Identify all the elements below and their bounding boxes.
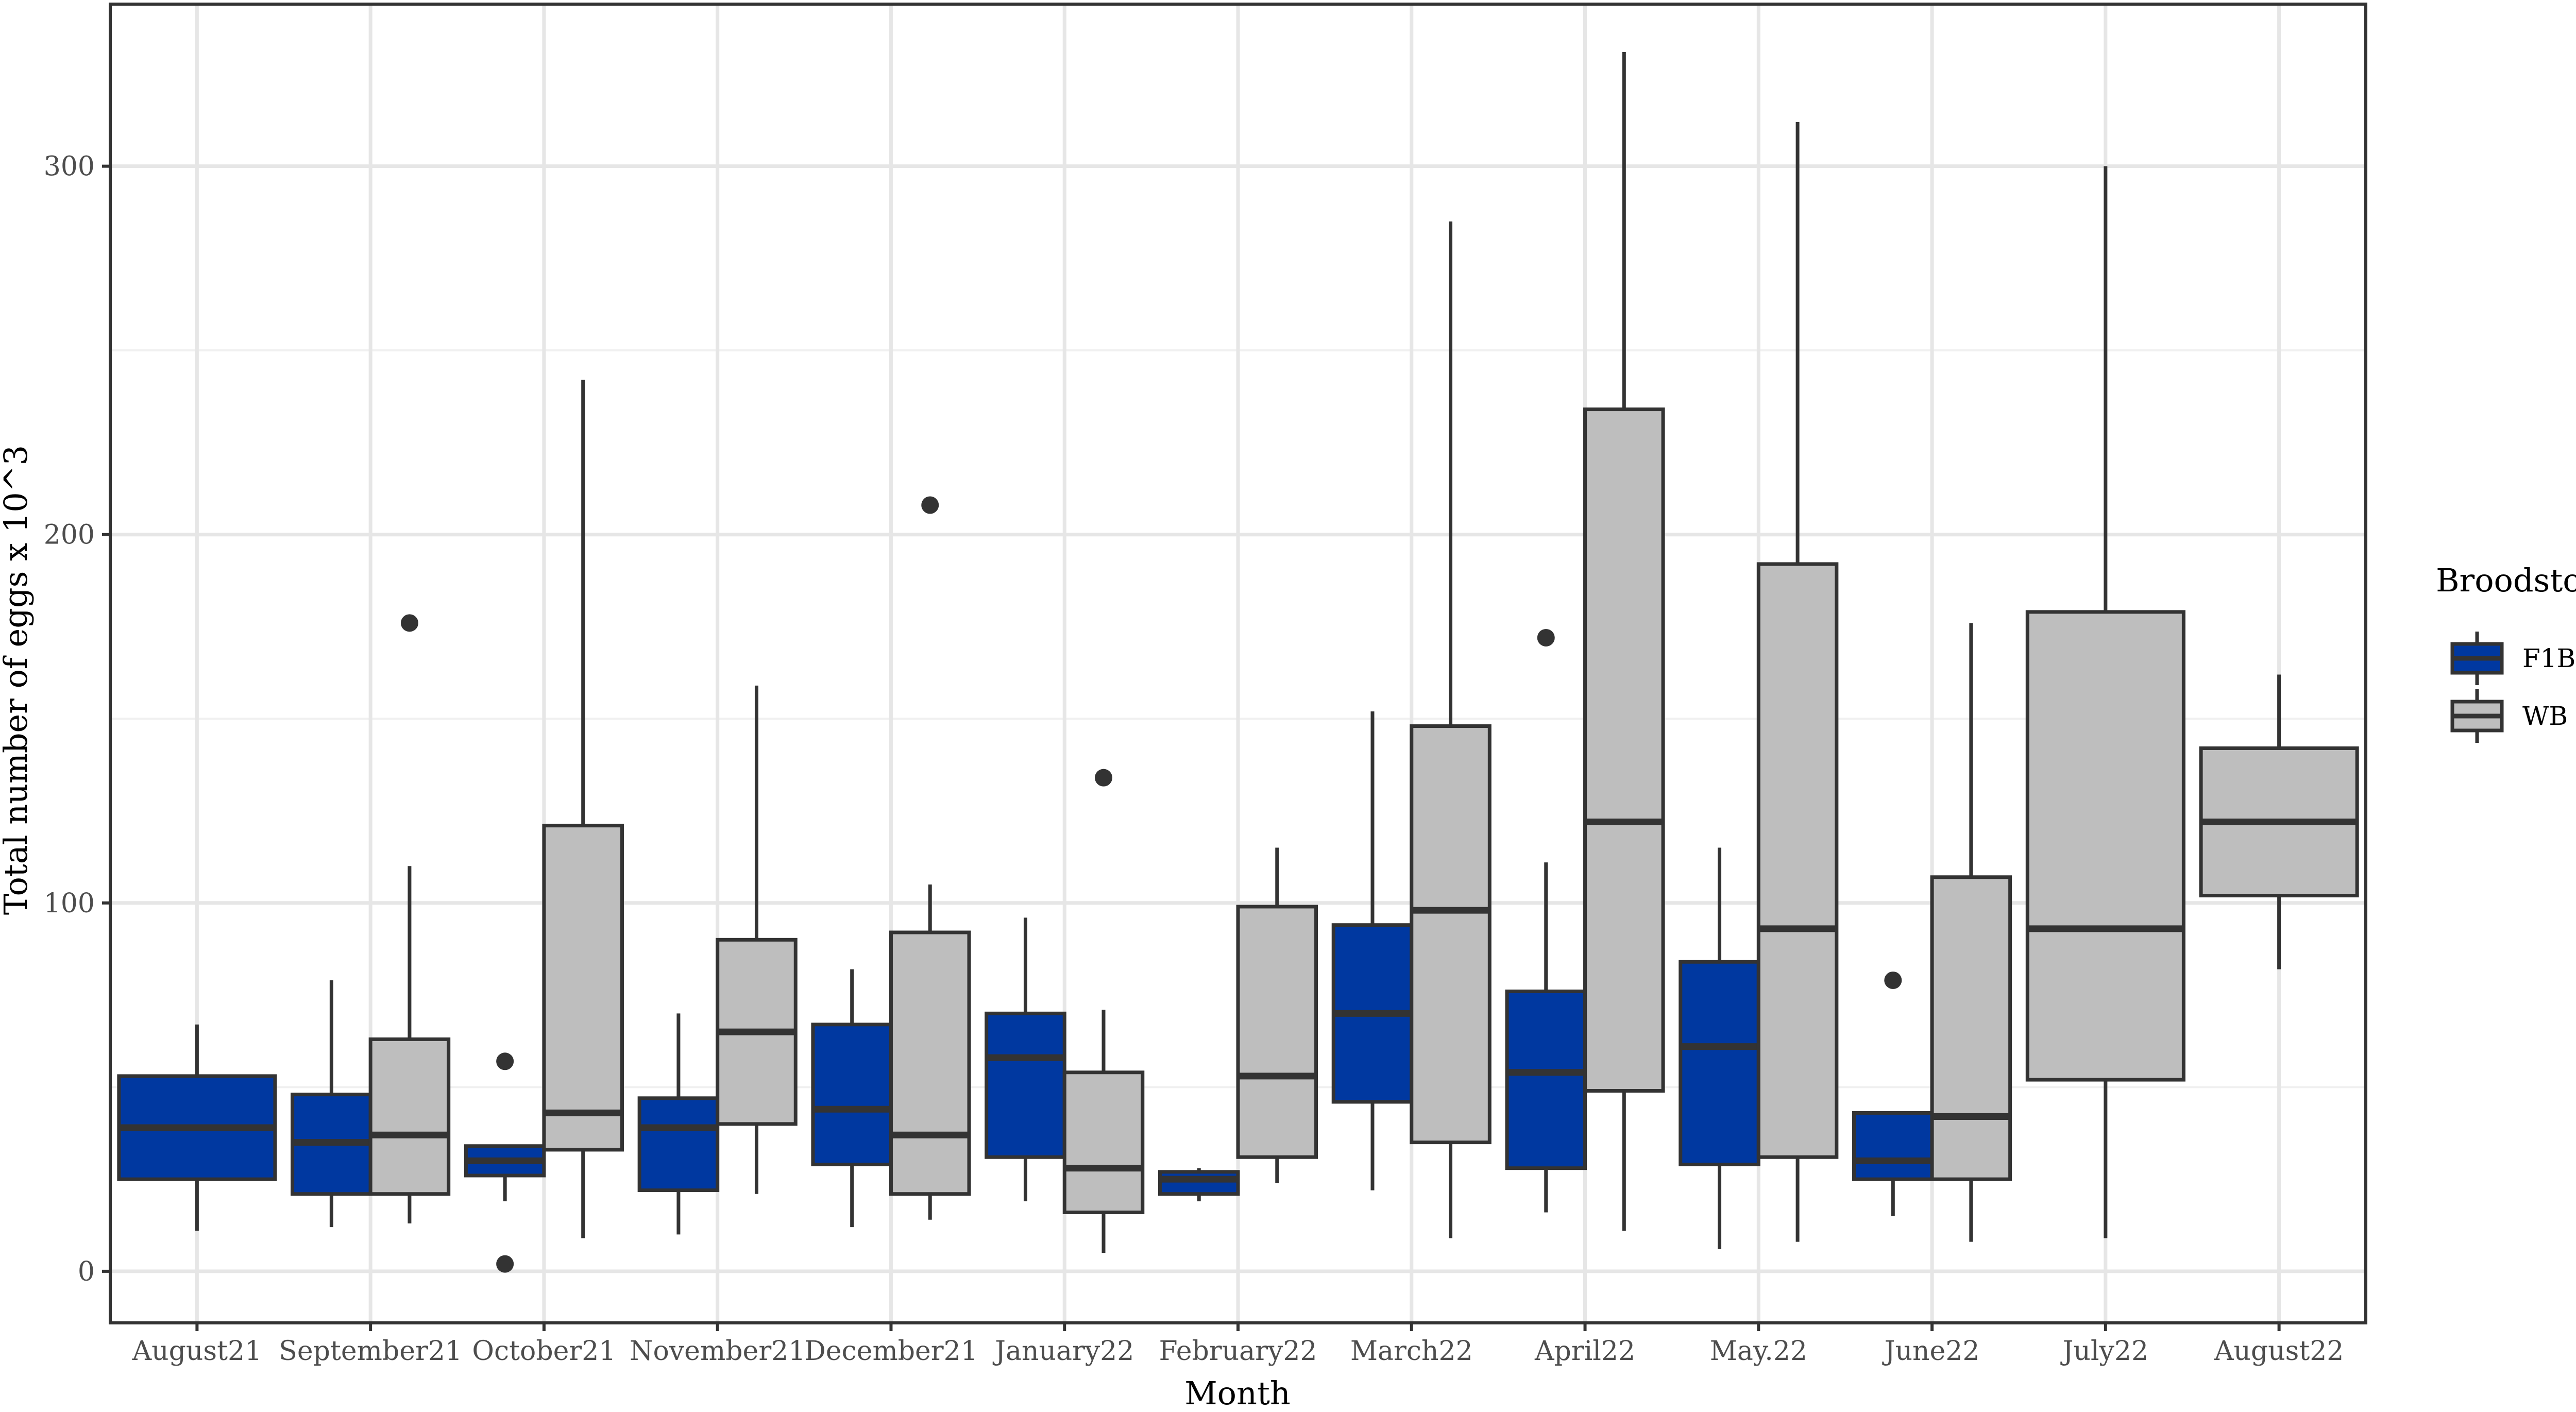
box-wb — [889, 930, 971, 1196]
box-wb — [1410, 724, 1492, 1145]
box-wb — [542, 824, 624, 1152]
y-tick-label: 0 — [78, 1256, 95, 1287]
x-tick-label: December21 — [804, 1336, 978, 1367]
outlier-point — [496, 1255, 514, 1273]
x-tick-label: April22 — [1534, 1336, 1635, 1367]
box-wb — [1062, 1070, 1145, 1214]
y-axis-title: Total number of eggs x 10^3 — [0, 445, 35, 915]
x-tick-label: August21 — [132, 1336, 262, 1367]
outlier-point — [496, 1052, 514, 1070]
outlier-point — [1537, 628, 1555, 647]
box-f1b — [811, 1023, 893, 1167]
box-wb — [1236, 905, 1318, 1159]
box-f1b — [1505, 989, 1587, 1170]
box-wb — [1583, 407, 1665, 1093]
x-tick-label: October21 — [472, 1336, 616, 1367]
x-tick-label: August22 — [2214, 1336, 2344, 1367]
boxes — [117, 52, 2359, 1273]
box-f1b — [1158, 1170, 1240, 1196]
outlier-point — [1884, 971, 1902, 989]
x-tick-label: July22 — [2060, 1336, 2149, 1367]
x-tick-label: September21 — [279, 1336, 462, 1367]
x-tick-label: June22 — [1882, 1336, 1980, 1367]
box-f1b — [1679, 960, 1760, 1167]
outlier-point — [921, 496, 939, 514]
outlier-point — [400, 614, 418, 632]
x-axis-title: Month — [1184, 1374, 1291, 1409]
x-tick-label: February22 — [1159, 1336, 1317, 1367]
x-tick-label: March22 — [1350, 1336, 1473, 1367]
y-tick-label: 100 — [44, 888, 95, 919]
box-f1b — [637, 1096, 720, 1193]
box-wb — [2025, 610, 2185, 1082]
axes: 0 100 200 300 August21 September21 October21 No… — [44, 151, 2344, 1367]
legend: Broodstock F1B WB — [2436, 562, 2576, 745]
box-f1b — [1852, 1111, 1934, 1181]
x-tick-label: January22 — [992, 1336, 1134, 1367]
box-wb — [1756, 562, 1839, 1159]
x-tick-label: May.22 — [1710, 1336, 1807, 1367]
y-tick-label: 300 — [44, 151, 95, 182]
box-f1b — [985, 1011, 1066, 1159]
legend-title: Broodstock — [2436, 562, 2576, 599]
x-tick-label: November21 — [630, 1336, 805, 1367]
legend-label-f1b: F1B — [2522, 643, 2575, 673]
legend-label-wb: WB — [2522, 701, 2568, 731]
y-tick-label: 200 — [44, 520, 95, 551]
outlier-point — [1095, 769, 1113, 787]
box-wb — [368, 1037, 451, 1196]
box-wb — [1930, 875, 2012, 1181]
